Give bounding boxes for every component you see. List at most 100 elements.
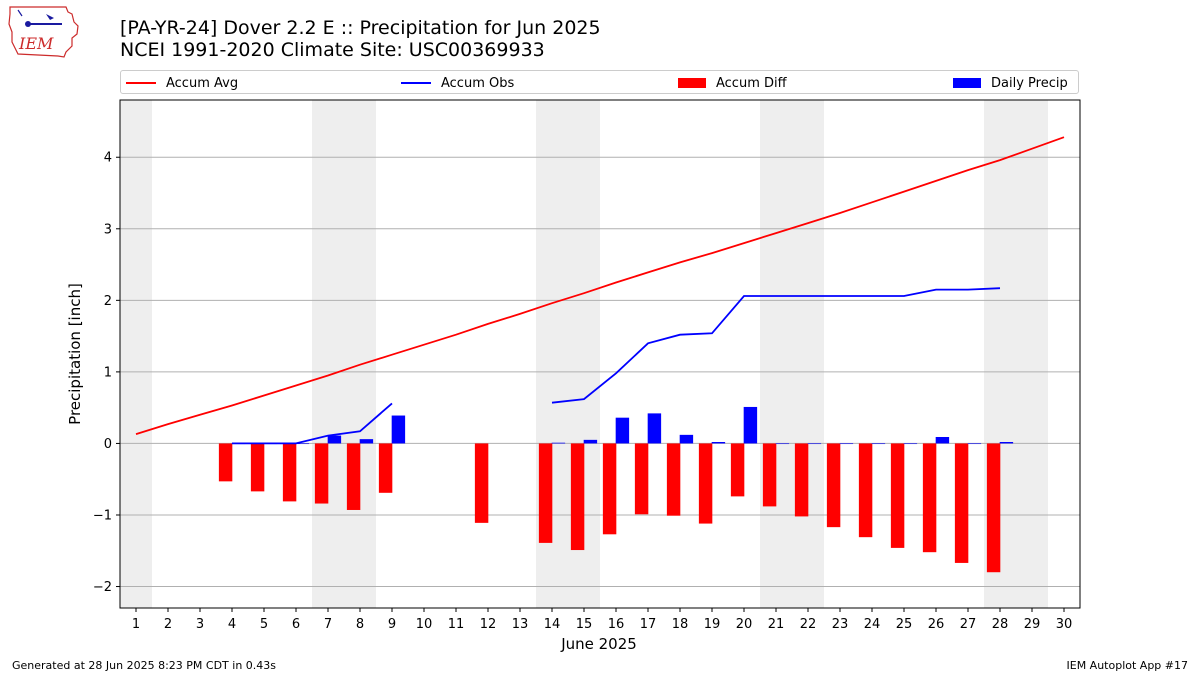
legend-swatch-accum-diff bbox=[678, 78, 706, 88]
x-tick-label: 17 bbox=[640, 617, 657, 632]
x-tick-label: 5 bbox=[260, 617, 268, 632]
bar-accum-diff bbox=[250, 443, 265, 492]
y-axis-label: Precipitation [inch] bbox=[66, 283, 84, 425]
legend-swatch-daily-precip bbox=[953, 78, 981, 88]
x-axis-label: June 2025 bbox=[560, 635, 637, 653]
y-tick-label: 0 bbox=[104, 437, 112, 452]
x-tick-label: 26 bbox=[928, 617, 945, 632]
iem-logo: IEM bbox=[6, 4, 82, 64]
bar-accum-diff bbox=[538, 443, 553, 543]
legend-label-accum-avg: Accum Avg bbox=[166, 75, 239, 91]
chart-title-line1: [PA-YR-24] Dover 2.2 E :: Precipitation … bbox=[120, 17, 601, 39]
bar-daily-precip bbox=[615, 417, 630, 444]
x-tick-label: 7 bbox=[324, 617, 332, 632]
bar-accum-diff bbox=[634, 443, 649, 515]
legend-item-accum-diff: Accum Diff bbox=[678, 71, 787, 95]
x-tick-label: 12 bbox=[480, 617, 497, 632]
bar-daily-precip bbox=[743, 406, 758, 444]
x-tick-label: 8 bbox=[356, 617, 364, 632]
x-tick-label: 14 bbox=[544, 617, 561, 632]
legend-label-daily-precip: Daily Precip bbox=[991, 75, 1068, 91]
bar-accum-diff bbox=[922, 443, 937, 553]
legend: Accum Avg Accum Obs Accum Diff Daily Pre… bbox=[120, 70, 1079, 94]
x-tick-label: 13 bbox=[512, 617, 529, 632]
legend-item-accum-obs: Accum Obs bbox=[401, 71, 514, 95]
legend-label-accum-obs: Accum Obs bbox=[441, 75, 515, 91]
bar-daily-precip bbox=[871, 443, 886, 445]
bar-daily-precip bbox=[807, 443, 822, 445]
y-tick-label: −1 bbox=[93, 508, 112, 523]
legend-item-daily-precip: Daily Precip bbox=[953, 71, 1068, 95]
x-tick-label: 4 bbox=[228, 617, 236, 632]
bar-accum-diff bbox=[698, 443, 713, 524]
bar-accum-diff bbox=[986, 443, 1001, 573]
bar-accum-diff bbox=[890, 443, 905, 548]
bar-daily-precip bbox=[551, 442, 566, 444]
x-tick-label: 22 bbox=[800, 617, 817, 632]
x-tick-label: 9 bbox=[388, 617, 396, 632]
x-tick-label: 29 bbox=[1024, 617, 1041, 632]
x-tick-label: 30 bbox=[1056, 617, 1073, 632]
bar-daily-precip bbox=[935, 436, 950, 444]
bar-accum-diff bbox=[666, 443, 681, 516]
y-tick-label: −2 bbox=[93, 580, 112, 595]
weekend-shading bbox=[120, 100, 1048, 608]
x-tick-label: 11 bbox=[448, 617, 465, 632]
bar-accum-diff bbox=[730, 443, 745, 497]
bar-daily-precip bbox=[999, 442, 1014, 444]
bar-accum-diff bbox=[570, 443, 585, 551]
y-tick-label: 2 bbox=[104, 294, 112, 309]
lines-layer bbox=[135, 136, 1065, 445]
bar-accum-diff bbox=[794, 443, 809, 517]
bar-daily-precip bbox=[839, 443, 854, 445]
y-tick-label: 1 bbox=[104, 365, 112, 380]
x-tick-label: 21 bbox=[768, 617, 785, 632]
bar-daily-precip bbox=[903, 443, 918, 445]
legend-swatch-accum-avg bbox=[126, 82, 156, 84]
logo-text: IEM bbox=[18, 34, 54, 53]
bar-accum-diff bbox=[858, 443, 873, 538]
x-tick-label: 6 bbox=[292, 617, 300, 632]
weekend-band bbox=[312, 100, 376, 608]
bar-daily-precip bbox=[711, 442, 726, 444]
bar-daily-precip bbox=[359, 439, 374, 444]
x-tick-label: 15 bbox=[576, 617, 593, 632]
footer-generated-text: Generated at 28 Jun 2025 8:23 PM CDT in … bbox=[12, 659, 277, 672]
bars-layer bbox=[218, 406, 1014, 573]
chart-title-line2: NCEI 1991-2020 Climate Site: USC00369933 bbox=[120, 39, 545, 61]
bar-daily-precip bbox=[583, 439, 598, 444]
bar-accum-diff bbox=[314, 443, 329, 504]
bar-accum-diff bbox=[826, 443, 841, 528]
x-tick-label: 18 bbox=[672, 617, 689, 632]
bar-accum-diff bbox=[282, 443, 297, 502]
bar-daily-precip bbox=[775, 443, 790, 445]
x-tick-label: 3 bbox=[196, 617, 204, 632]
bar-accum-diff bbox=[346, 443, 361, 510]
line-accum-avg bbox=[135, 136, 1065, 435]
bar-accum-diff bbox=[218, 443, 233, 482]
x-tick-label: 2 bbox=[164, 617, 172, 632]
footer-app-text: IEM Autoplot App #17 bbox=[1066, 659, 1189, 672]
bar-accum-diff bbox=[954, 443, 969, 563]
x-tick-label: 1 bbox=[132, 617, 140, 632]
bar-daily-precip bbox=[967, 443, 982, 445]
weekend-band bbox=[120, 100, 152, 608]
bar-daily-precip bbox=[391, 415, 406, 444]
y-tick-label: 4 bbox=[104, 151, 112, 166]
plot-frame bbox=[119, 99, 1081, 609]
bar-daily-precip bbox=[327, 435, 342, 444]
x-tick-label: 28 bbox=[992, 617, 1009, 632]
x-tick-label: 20 bbox=[736, 617, 753, 632]
bar-daily-precip bbox=[647, 413, 662, 444]
x-tick-label: 24 bbox=[864, 617, 881, 632]
line-accum-obs bbox=[551, 287, 1001, 404]
bar-accum-diff bbox=[378, 443, 393, 493]
x-tick-label: 16 bbox=[608, 617, 625, 632]
x-tick-label: 23 bbox=[832, 617, 849, 632]
bar-daily-precip bbox=[679, 434, 694, 444]
weekend-band bbox=[760, 100, 824, 608]
bar-accum-diff bbox=[762, 443, 777, 507]
legend-label-accum-diff: Accum Diff bbox=[716, 75, 787, 91]
